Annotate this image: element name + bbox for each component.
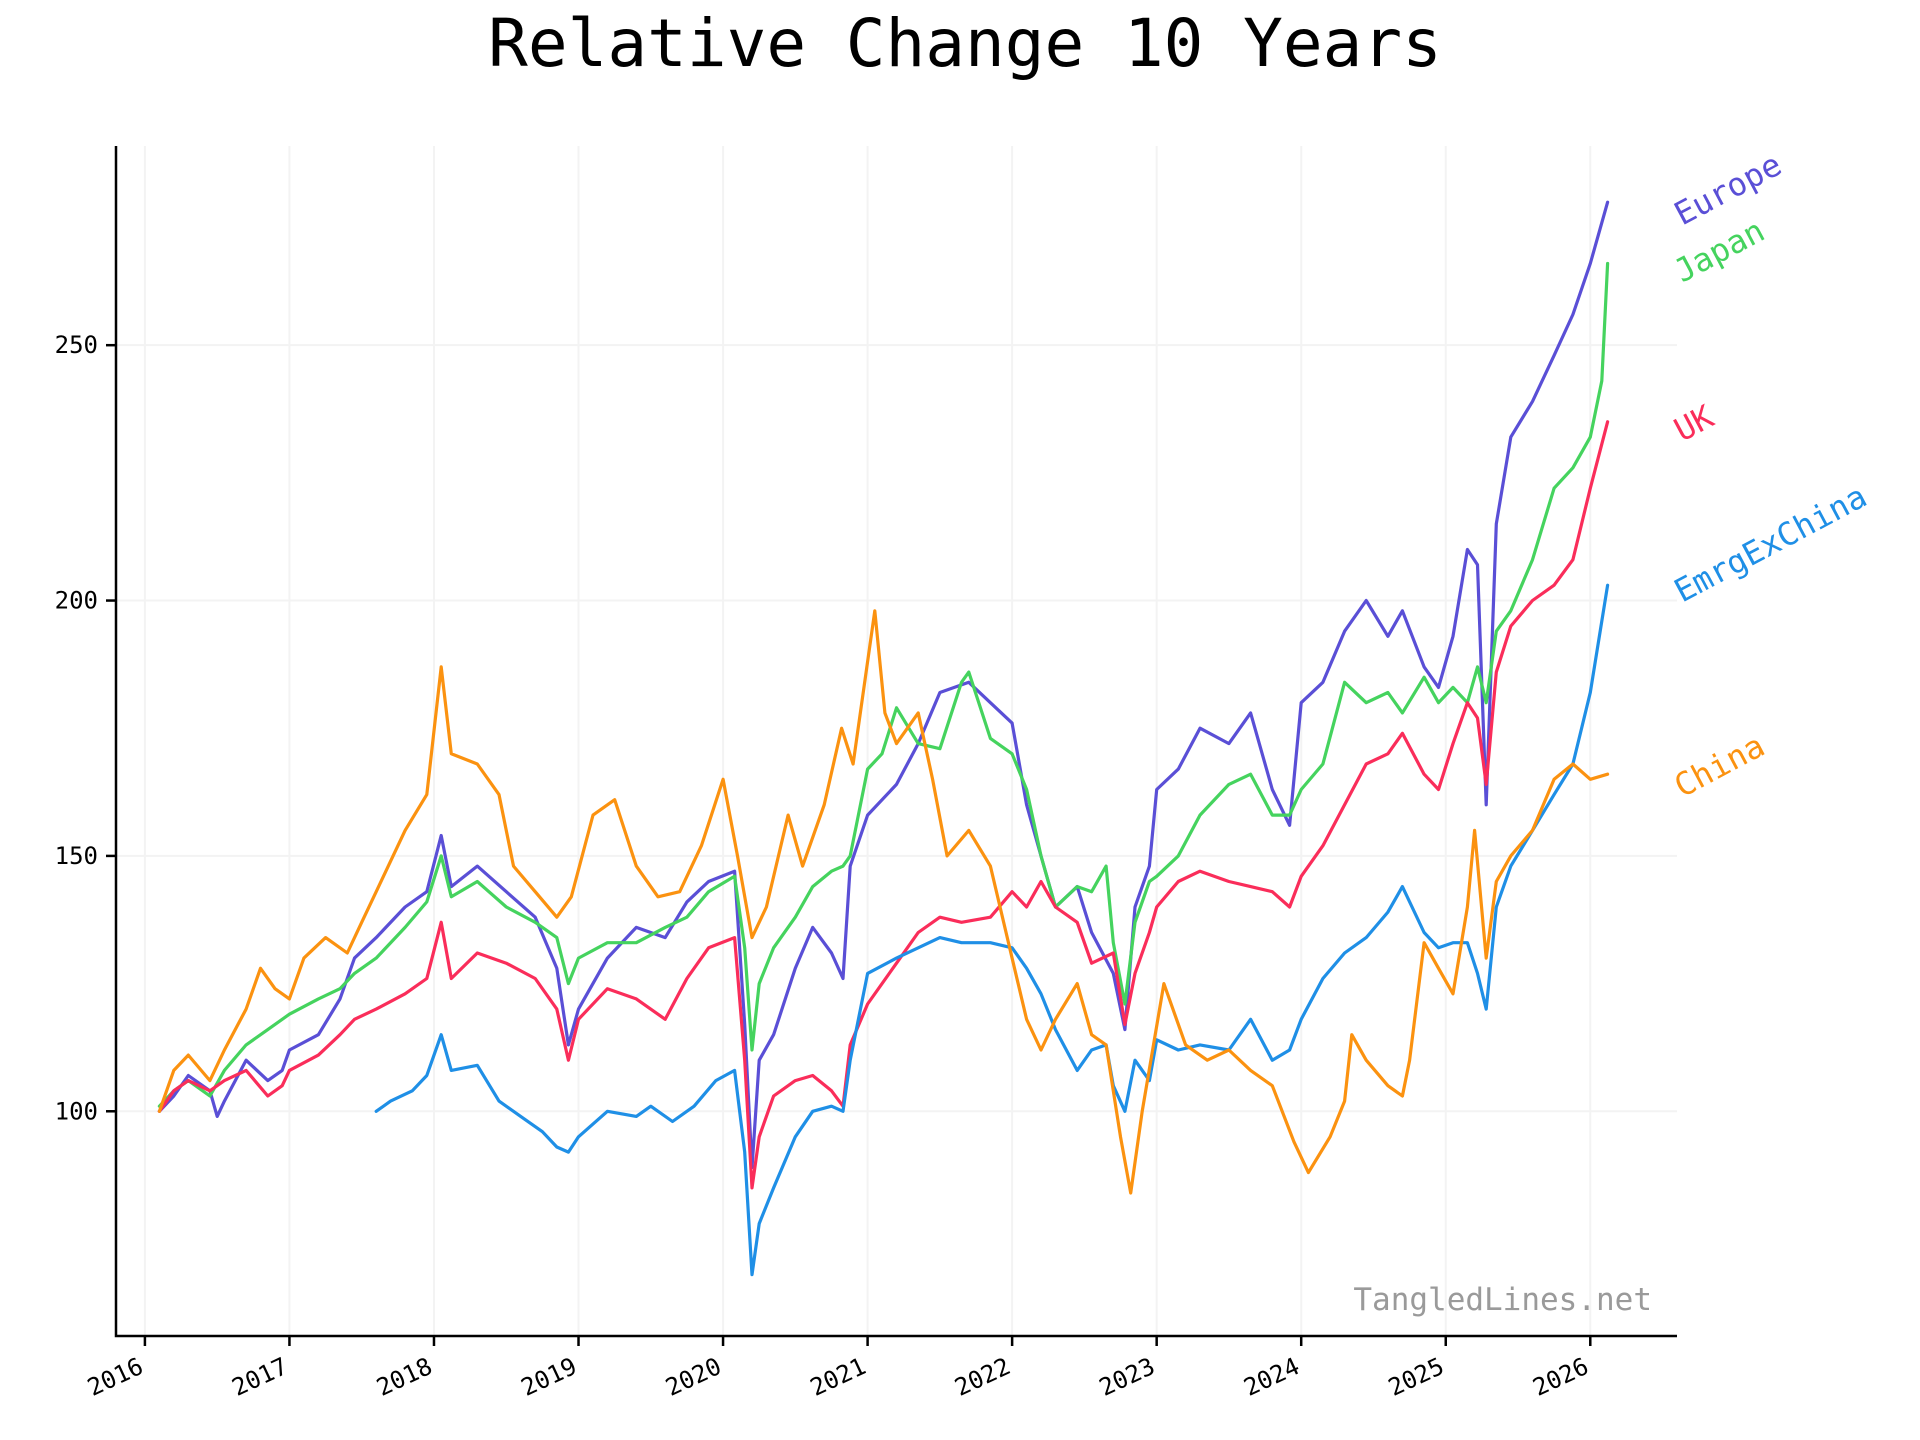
series-line-china — [157, 609, 1610, 1195]
chart-title: Relative Change 10 Years — [488, 5, 1442, 82]
y-tick-label: 200 — [55, 587, 98, 615]
y-tick-label: 100 — [55, 1097, 98, 1125]
y-tick-label: 250 — [55, 331, 98, 359]
y-tick-label: 150 — [55, 842, 98, 870]
axis-spines — [114, 146, 1677, 1338]
series-line-uk — [157, 420, 1610, 1190]
series-line-emrgexchina — [374, 583, 1610, 1277]
series-line-europe — [157, 200, 1610, 1170]
series-line-japan — [157, 261, 1610, 1108]
series-layer — [157, 200, 1610, 1277]
watermark: TangledLines.net — [1353, 1282, 1652, 1318]
